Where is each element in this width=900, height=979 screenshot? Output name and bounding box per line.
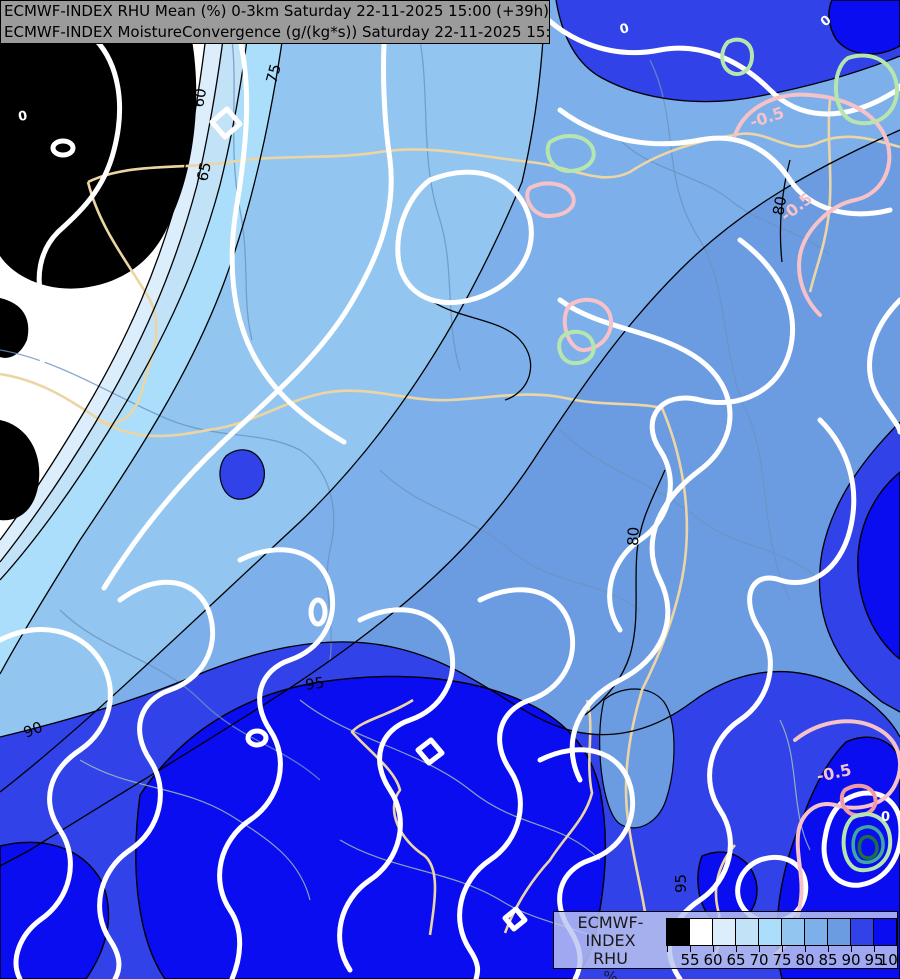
convergence-negative-contours xyxy=(525,92,900,957)
legend-swatch-90-95 xyxy=(850,918,874,946)
legend-tick-label: 55 xyxy=(680,951,700,969)
rhu-contour-label: 80 xyxy=(624,526,643,546)
legend-swatch-75-80 xyxy=(781,918,805,946)
zone-rhu-95-100 xyxy=(857,471,900,660)
legend-tick xyxy=(782,945,783,952)
legend-swatch-50-55 xyxy=(666,918,690,946)
zone-rhu-90-95 xyxy=(219,449,265,500)
convergence-positive-inner-contours xyxy=(851,825,885,865)
legend-tick xyxy=(667,945,668,952)
legend-tick-label: 85 xyxy=(818,951,838,969)
convergence-zero-label: 0 xyxy=(618,21,631,38)
legend-tick-label: 60 xyxy=(703,951,723,969)
map-title-rhu: ECMWF-INDEX RHU Mean (%) 0-3km Saturday … xyxy=(1,1,549,22)
legend-title-line1: ECMWF-INDEX xyxy=(577,913,644,950)
legend-tick xyxy=(897,945,898,952)
rhu-contour-label: 80 xyxy=(769,195,790,217)
legend-swatch-65-70 xyxy=(735,918,759,946)
river-lines xyxy=(0,39,831,781)
legend-swatch-55-60 xyxy=(689,918,713,946)
zone-rhu-70-75 xyxy=(0,0,288,674)
legend-swatch-60-65 xyxy=(712,918,736,946)
legend-tick-label: 65 xyxy=(726,951,746,969)
zone-rhu-below-55 xyxy=(0,298,29,358)
rhu-contour-label: 90 xyxy=(21,718,45,742)
legend-tick-label: 95 xyxy=(864,951,884,969)
rhu-contour-label: 60 xyxy=(189,87,210,109)
legend-swatch-85-90 xyxy=(827,918,851,946)
zone-rhu-65-70 xyxy=(0,0,252,580)
legend-title-line2: RHU xyxy=(593,949,628,968)
rhu-contour-label: 65 xyxy=(193,160,215,182)
legend-swatch-80-85 xyxy=(804,918,828,946)
legend-tick-label: 80 xyxy=(795,951,815,969)
zone-rhu-below-55 xyxy=(0,40,197,289)
legend-swatch-70-75 xyxy=(758,918,782,946)
legend-title: ECMWF-INDEX RHU % xyxy=(554,914,667,979)
convergence-zero-label: 0 xyxy=(881,810,890,825)
legend-tick xyxy=(713,945,714,952)
rhu-contour-label: 75 xyxy=(262,62,284,85)
legend-tick xyxy=(690,945,691,952)
convergence-negative-strong-contour xyxy=(839,783,878,818)
legend-tick xyxy=(759,945,760,952)
legend-swatch-95-100 xyxy=(873,918,897,946)
rhu-contour-label: 95 xyxy=(304,673,325,693)
legend-tick xyxy=(874,945,875,952)
legend-tick-label: 70 xyxy=(749,951,769,969)
map-title-moisture-convergence: ECMWF-INDEX MoistureConvergence (g/(kg*s… xyxy=(1,22,549,43)
legend-tick xyxy=(736,945,737,952)
legend-tick-label: 75 xyxy=(772,951,792,969)
rhu-contour-label: 95 xyxy=(672,874,690,893)
rhu-contour-lines xyxy=(0,0,900,867)
zone-rhu-60-65 xyxy=(0,0,228,562)
legend-tick xyxy=(805,945,806,952)
zone-rhu-95-100 xyxy=(828,0,900,55)
legend-tick-label: 100 xyxy=(878,951,900,969)
rhu-color-legend: ECMWF-INDEX RHU % 556065707580859095100 xyxy=(553,911,900,979)
legend-tick-label: 90 xyxy=(841,951,861,969)
title-row-1: ECMWF-INDEX RHU Mean (%) 0-3km Saturday … xyxy=(1,1,549,22)
title-row-2: ECMWF-INDEX MoistureConvergence (g/(kg*s… xyxy=(1,22,549,43)
convergence-zero-label: 0 xyxy=(17,109,29,125)
zone-rhu-below-55 xyxy=(0,420,40,521)
legend-unit: % xyxy=(603,968,618,979)
map-title-box: ECMWF-INDEX RHU Mean (%) 0-3km Saturday … xyxy=(0,0,550,44)
zone-rhu-90-95 xyxy=(556,0,900,102)
legend-scale-row xyxy=(666,918,897,946)
convergence-positive-contours xyxy=(545,37,900,873)
legend-tick xyxy=(851,945,852,952)
legend-tick xyxy=(828,945,829,952)
